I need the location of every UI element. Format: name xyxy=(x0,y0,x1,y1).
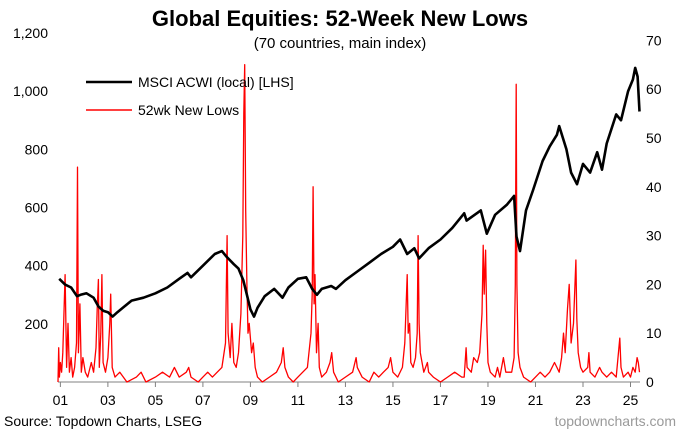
legend: MSCI ACWI (local) [LHS] 52wk New Lows xyxy=(86,74,294,118)
left-tick-label: 1,000 xyxy=(13,83,48,99)
x-tick-label: 03 xyxy=(100,392,116,408)
left-axis: 200 400 600 800 1,000 1,200 xyxy=(13,25,48,332)
x-tick-label: 13 xyxy=(338,392,354,408)
left-tick-label: 400 xyxy=(25,258,49,274)
series-line-52wk-new-lows xyxy=(57,64,641,383)
legend-label-new-lows: 52wk New Lows xyxy=(138,102,239,118)
chart-subtitle: (70 countries, main index) xyxy=(254,35,427,52)
x-tick-label: 05 xyxy=(148,392,164,408)
right-tick-label: 10 xyxy=(646,325,662,341)
right-tick-label: 60 xyxy=(646,81,662,97)
x-tick-label: 11 xyxy=(291,392,306,408)
x-tick-label: 09 xyxy=(243,392,259,408)
right-tick-label: 70 xyxy=(646,32,662,48)
series-layer xyxy=(57,64,641,383)
left-tick-label: 1,200 xyxy=(13,25,48,41)
source-note: Source: Topdown Charts, LSEG xyxy=(4,413,202,429)
right-tick-label: 40 xyxy=(646,179,662,195)
right-axis: 0 10 20 30 40 50 60 70 xyxy=(646,32,662,390)
x-tick-label: 07 xyxy=(195,392,211,408)
chart-title: Global Equities: 52-Week New Lows xyxy=(152,6,528,31)
x-tick-label: 01 xyxy=(53,392,69,408)
x-tick-label: 17 xyxy=(433,392,449,408)
right-tick-label: 50 xyxy=(646,130,662,146)
left-tick-label: 600 xyxy=(25,200,49,216)
x-tick-label: 25 xyxy=(623,392,639,408)
site-credit: topdowncharts.com xyxy=(555,413,676,429)
x-tick-label: 15 xyxy=(385,392,401,408)
right-tick-label: 30 xyxy=(646,228,662,244)
series-line-msci-acwi xyxy=(58,66,641,318)
x-axis-ticks: 01 03 05 07 09 11 13 15 17 19 21 23 25 xyxy=(53,382,639,408)
x-tick-label: 21 xyxy=(528,392,544,408)
left-tick-label: 200 xyxy=(25,316,49,332)
x-tick-label: 19 xyxy=(480,392,496,408)
legend-label-msci: MSCI ACWI (local) [LHS] xyxy=(138,74,294,90)
x-tick-label: 23 xyxy=(575,392,591,408)
right-tick-label: 20 xyxy=(646,276,662,292)
right-tick-label: 0 xyxy=(646,374,654,390)
left-tick-label: 800 xyxy=(25,141,49,157)
